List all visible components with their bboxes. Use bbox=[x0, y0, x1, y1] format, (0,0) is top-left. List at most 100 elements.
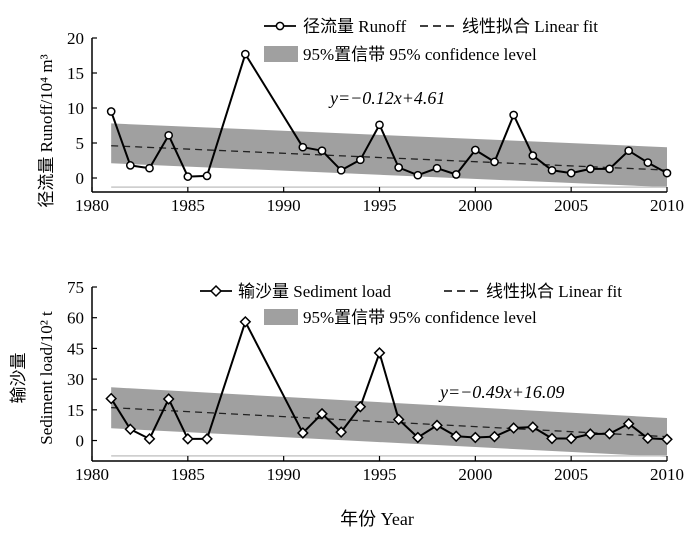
runoff-point-1991 bbox=[298, 142, 308, 152]
sediment-point-2005 bbox=[565, 432, 578, 445]
sediment-point-1998 bbox=[431, 419, 443, 432]
runoff-point-1997 bbox=[413, 170, 423, 180]
sediment-point-1999 bbox=[450, 430, 463, 443]
sediment-point-2004 bbox=[546, 432, 558, 445]
y-tick-label: 10 bbox=[67, 99, 84, 118]
sediment-equation: y=−0.49x+16.09 bbox=[438, 382, 564, 402]
sediment-point-1982 bbox=[124, 423, 137, 436]
x-tick-label: 2010 bbox=[650, 196, 684, 215]
runoff-markers bbox=[106, 49, 672, 181]
runoff-point-1984 bbox=[164, 130, 174, 140]
runoff-panel: 1980 1985 1990 1995 2000 2005 2010 0 5 10 15 20 径流量… bbox=[37, 17, 684, 215]
sediment-point-1985 bbox=[181, 433, 194, 445]
legend-series-label: 输沙量 Sediment load bbox=[238, 282, 391, 301]
sediment-y-axis-label-en: Sediment load/10² t bbox=[37, 311, 56, 445]
runoff-legend: 径流量 Runoff 线性拟合 Linear fit 95%置信带 95% co… bbox=[264, 17, 598, 64]
y-tick-label: 45 bbox=[67, 339, 84, 358]
y-tick-label: 75 bbox=[67, 278, 84, 297]
sediment-point-1993 bbox=[335, 426, 348, 438]
y-tick-label: 20 bbox=[67, 29, 84, 48]
sediment-axes: 1980 1985 1990 1995 2000 2005 2010 0 15 30 45 60 75 bbox=[67, 278, 684, 484]
y-tick-label: 0 bbox=[76, 432, 85, 451]
runoff-point-2004 bbox=[547, 165, 557, 175]
runoff-point-1994 bbox=[355, 155, 365, 165]
runoff-equation: y=−0.12x+4.61 bbox=[328, 88, 445, 108]
x-axis-label: 年份 Year bbox=[340, 509, 414, 529]
sediment-point-2010 bbox=[661, 433, 673, 446]
x-tick-label: 1980 bbox=[75, 465, 109, 484]
runoff-y-axis-label: 径流量 Runoff/10⁴ m³ bbox=[37, 54, 56, 207]
runoff-axes: 1980 1985 1990 1995 2000 2005 2010 0 5 10 15 20 bbox=[67, 29, 684, 215]
runoff-point-2010 bbox=[662, 168, 672, 178]
x-tick-label: 1995 bbox=[363, 465, 397, 484]
runoff-point-1995 bbox=[375, 120, 384, 130]
sediment-point-2003 bbox=[526, 421, 539, 433]
x-tick-label: 1990 bbox=[267, 465, 301, 484]
legend-fit-label: 线性拟合 Linear fit bbox=[486, 282, 622, 301]
sediment-markers bbox=[105, 315, 673, 446]
runoff-fit-line bbox=[111, 145, 668, 171]
runoff-point-1982 bbox=[125, 161, 135, 170]
legend-diamond-marker bbox=[209, 284, 223, 298]
y-tick-label: 15 bbox=[67, 64, 84, 83]
sediment-point-2007 bbox=[603, 427, 616, 440]
runoff-point-1999 bbox=[451, 170, 461, 179]
runoff-point-1983 bbox=[145, 163, 154, 173]
sediment-point-1983 bbox=[143, 433, 156, 445]
sediment-point-2001 bbox=[488, 430, 501, 443]
legend-band-label: 95%置信带 95% confidence level bbox=[303, 45, 537, 64]
runoff-point-1998 bbox=[432, 163, 442, 173]
runoff-point-2000 bbox=[470, 145, 480, 155]
x-tick-label: 1985 bbox=[171, 465, 205, 484]
x-tick-label: 2010 bbox=[650, 465, 684, 484]
x-tick-label: 1990 bbox=[267, 196, 301, 215]
legend-fit-label: 线性拟合 Linear fit bbox=[462, 17, 598, 36]
legend-circle-marker bbox=[275, 21, 285, 31]
sediment-panel: 1980 1985 1990 1995 2000 2005 201001530456075 … bbox=[9, 278, 684, 484]
runoff-point-1988 bbox=[240, 49, 250, 59]
x-tick-label: 1980 bbox=[75, 196, 109, 215]
y-tick-label: 5 bbox=[76, 134, 85, 153]
x-tick-label: 2005 bbox=[554, 465, 588, 484]
sediment-point-1986 bbox=[201, 433, 213, 445]
sediment-legend: 输沙量 Sediment load 线性拟合 Linear fit 95%置信带… bbox=[200, 282, 622, 327]
runoff-point-2003 bbox=[528, 151, 538, 160]
runoff-point-1985 bbox=[183, 172, 193, 181]
sediment-point-2006 bbox=[584, 428, 597, 440]
sediment-point-2008 bbox=[622, 417, 635, 430]
runoff-point-2001 bbox=[490, 157, 499, 167]
sediment-point-1997 bbox=[411, 431, 424, 444]
legend-band-swatch bbox=[264, 46, 298, 62]
runoff-point-2006 bbox=[585, 164, 595, 174]
runoff-point-2005 bbox=[566, 168, 576, 178]
sediment-point-2009 bbox=[641, 432, 654, 445]
sediment-point-1991 bbox=[296, 427, 309, 439]
legend-series-label: 径流量 Runoff bbox=[303, 17, 406, 36]
sediment-point-2002 bbox=[507, 422, 520, 434]
x-tick-label: 1985 bbox=[171, 196, 205, 215]
x-tick-label: 2000 bbox=[458, 196, 492, 215]
y-tick-label: 15 bbox=[67, 401, 84, 420]
sediment-point-1988 bbox=[239, 315, 252, 328]
runoff-point-1992 bbox=[317, 146, 327, 156]
runoff-point-1986 bbox=[202, 171, 212, 181]
runoff-point-2008 bbox=[624, 146, 634, 156]
sediment-point-1984 bbox=[162, 393, 175, 405]
x-tick-label: 1995 bbox=[363, 196, 397, 215]
runoff-point-2007 bbox=[605, 164, 614, 174]
runoff-point-1996 bbox=[394, 163, 404, 172]
sediment-point-1981 bbox=[105, 392, 118, 405]
sediment-y-axis-label-cn: 输沙量 bbox=[9, 353, 28, 404]
sediment-point-1995 bbox=[373, 347, 386, 359]
legend-band-swatch bbox=[264, 309, 298, 325]
legend-band-label: 95%置信带 95% confidence level bbox=[303, 308, 537, 327]
y-tick-label: 30 bbox=[67, 370, 84, 389]
x-tick-label: 2005 bbox=[554, 196, 588, 215]
y-tick-label: 0 bbox=[76, 169, 85, 188]
runoff-point-2002 bbox=[509, 110, 519, 120]
y-tick-label: 60 bbox=[67, 309, 84, 328]
sediment-point-1994 bbox=[354, 400, 367, 413]
sediment-point-1992 bbox=[316, 407, 328, 420]
x-tick-label: 2000 bbox=[458, 465, 492, 484]
